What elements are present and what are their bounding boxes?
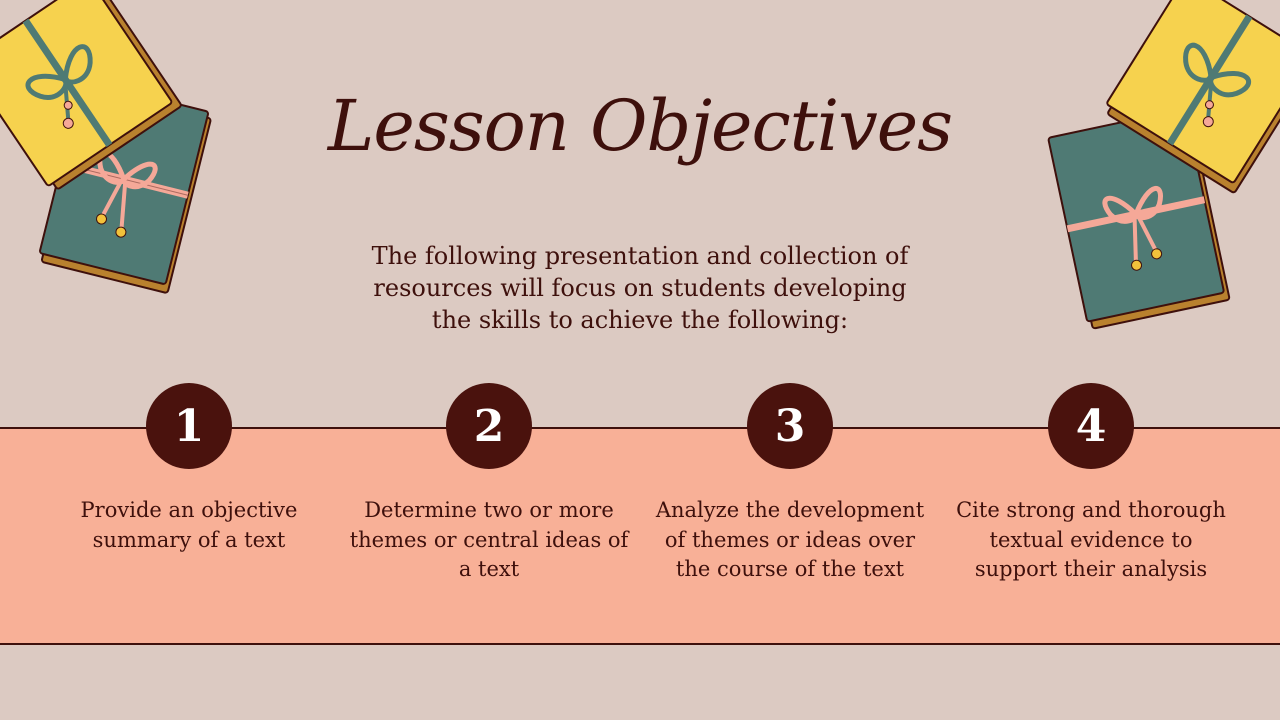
book-stack-icon [0,0,212,294]
objective-text: Provide an objective summary of a text [80,498,298,552]
book-stack-icon [1047,0,1280,330]
intro-text: The following presentation and collectio… [371,242,909,334]
number-badge: 3 [747,383,833,469]
objective-item: 4 Cite strong and thorough textual evide… [946,383,1236,585]
objective-text: Determine two or more themes or central … [349,498,629,581]
objective-text: Analyze the development of themes or ide… [655,498,925,581]
objective-item: 2 Determine two or more themes or centra… [344,383,634,585]
number-badge: 4 [1048,383,1134,469]
number-badge: 2 [446,383,532,469]
number-badge: 1 [146,383,232,469]
slide-title: Lesson Objectives [327,85,953,167]
objectives-band [0,427,1280,645]
objective-text: Cite strong and thorough textual evidenc… [956,498,1226,581]
objective-item: 1 Provide an objective summary of a text [44,383,334,555]
objective-item: 3 Analyze the development of themes or i… [645,383,935,585]
